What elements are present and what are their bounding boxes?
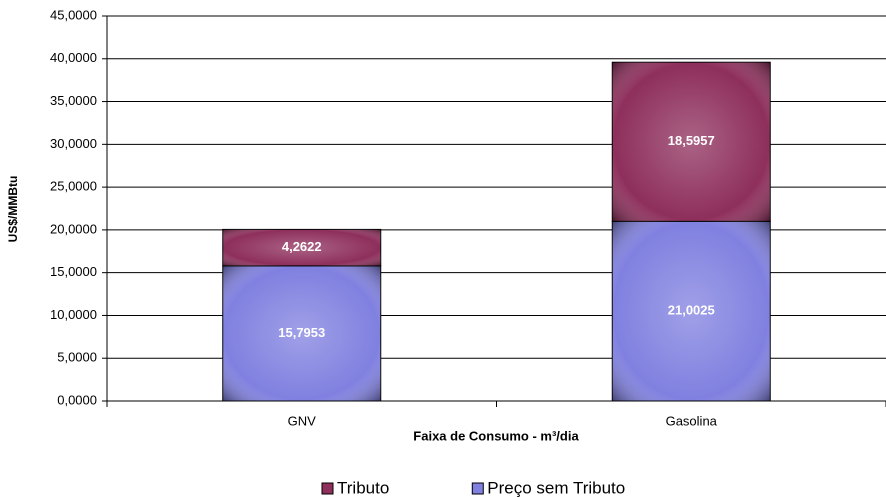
y-tick-label: 45,0000 bbox=[50, 7, 97, 22]
y-tick-label: 25,0000 bbox=[50, 179, 97, 194]
y-tick-label: 35,0000 bbox=[50, 93, 97, 108]
bar-shade bbox=[612, 62, 771, 222]
legend-label: Tributo bbox=[337, 478, 389, 497]
y-axis-title: US$/MMBtu bbox=[6, 176, 20, 243]
data-label: 18,5957 bbox=[668, 133, 715, 148]
x-tick-label: GNV bbox=[288, 413, 317, 428]
bar-shade bbox=[222, 265, 381, 401]
bar-shade bbox=[612, 221, 771, 401]
y-tick-label: 30,0000 bbox=[50, 136, 97, 151]
y-tick-label: 0,0000 bbox=[57, 392, 97, 407]
y-tick-label: 40,0000 bbox=[50, 50, 97, 65]
x-axis-title: Faixa de Consumo - m³/dia bbox=[413, 428, 579, 443]
y-tick-label: 5,0000 bbox=[57, 350, 97, 365]
legend-swatch bbox=[471, 482, 484, 495]
data-label: 21,0025 bbox=[668, 303, 715, 318]
legend-swatch bbox=[321, 482, 334, 495]
x-tick-label: Gasolina bbox=[666, 413, 718, 428]
legend-label: Preço sem Tributo bbox=[487, 478, 625, 497]
bar-shade bbox=[222, 229, 381, 266]
y-tick-label: 10,0000 bbox=[50, 307, 97, 322]
y-tick-label: 15,0000 bbox=[50, 264, 97, 279]
data-label: 15,7953 bbox=[278, 325, 325, 340]
y-tick-label: 20,0000 bbox=[50, 221, 97, 236]
data-label: 4,2622 bbox=[282, 239, 322, 254]
